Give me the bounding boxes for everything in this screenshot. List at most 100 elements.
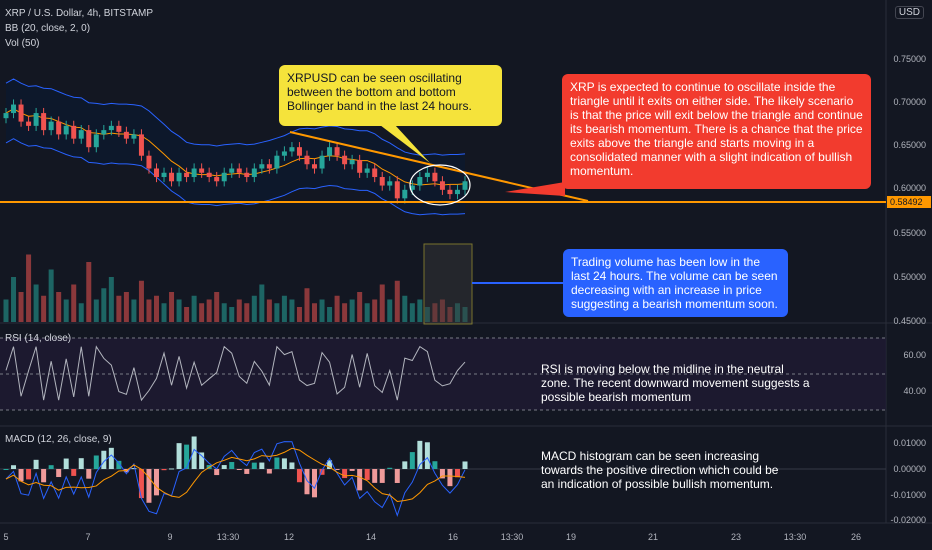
candle-body	[417, 177, 423, 186]
macd-tick: 0.01000	[893, 438, 926, 448]
volume-bar	[56, 292, 62, 322]
candle-body	[394, 181, 400, 199]
macd-tick: 0.00000	[893, 464, 926, 474]
volume-bar	[364, 303, 370, 322]
macd-histogram-bar	[191, 436, 197, 469]
candle-body	[229, 168, 235, 173]
volume-bar	[417, 299, 423, 322]
bollinger-fill	[6, 78, 465, 215]
macd-histogram-bar	[417, 440, 423, 469]
volume-bar	[402, 295, 408, 322]
macd-histogram-bar	[304, 469, 310, 495]
symbol-title: XRP / U.S. Dollar, 4h, BITSTAMP	[5, 8, 154, 19]
macd-histogram-bar	[11, 465, 17, 469]
bollinger-upper-band	[5, 78, 466, 156]
candle-body	[296, 147, 302, 156]
candle-body	[424, 172, 430, 178]
candle-body	[372, 168, 378, 178]
macd-indicator-label: MACD (12, 26, close, 9)	[5, 434, 112, 445]
time-tick: 7	[85, 532, 91, 542]
volume-bar	[274, 303, 280, 322]
macd-histogram-bar	[93, 455, 99, 469]
price-tick: 0.70000	[893, 97, 926, 107]
currency-selector[interactable]: USD	[894, 6, 924, 19]
macd-histogram-bar	[334, 469, 340, 471]
candle-body	[169, 172, 175, 182]
macd-histogram-bar	[394, 469, 400, 483]
time-tick: 16	[447, 532, 459, 542]
volume-bar	[26, 254, 32, 322]
price-tick: 0.60000	[893, 183, 926, 193]
volume-bar	[138, 280, 144, 322]
macd-histogram-bar	[214, 469, 220, 476]
macd-histogram-bar	[432, 461, 438, 469]
macd-histogram-bar	[146, 469, 152, 503]
volume-bar	[251, 295, 257, 322]
macd-histogram-bar	[41, 469, 47, 483]
volume-bar	[236, 299, 242, 322]
macd-histogram-bar	[447, 469, 453, 487]
volume-bar	[153, 295, 159, 322]
volume-bar	[439, 299, 445, 322]
volume-bar	[33, 284, 39, 322]
candle-body	[342, 155, 348, 165]
volume-bar	[199, 303, 205, 322]
macd-histogram-bar	[108, 447, 114, 469]
volume-bar	[394, 280, 400, 322]
macd-histogram-bar	[296, 469, 302, 483]
volume-bar	[229, 307, 235, 322]
candle-body	[93, 134, 99, 148]
volume-bar	[161, 303, 167, 322]
macd-histogram-bar	[161, 469, 167, 471]
macd-histogram-bar	[176, 443, 182, 469]
current-price-tag: 0.58492	[887, 196, 931, 208]
candle-body	[56, 121, 62, 135]
rsi-note: RSI is moving below the midline in the n…	[541, 362, 810, 404]
candle-body	[18, 104, 24, 122]
bollinger-fill-area	[6, 78, 465, 215]
candle-body	[304, 155, 310, 165]
volume-bar	[296, 307, 302, 322]
candle-body	[259, 164, 265, 169]
volume-bar	[447, 307, 453, 322]
candles	[3, 99, 468, 204]
volume-bar	[342, 303, 348, 322]
yellow-callout: XRPUSD can be seen oscillating between t…	[279, 65, 502, 126]
macd-histogram-bar	[63, 458, 69, 469]
signal-line	[5, 447, 466, 502]
volume-bar	[86, 262, 92, 322]
volume-bar	[432, 303, 438, 322]
yellow-callout-pointer	[380, 125, 430, 163]
macd-tick: -0.02000	[890, 515, 926, 525]
candle-body	[184, 172, 190, 178]
macd-histogram-bar	[138, 469, 144, 499]
candle-body	[454, 189, 460, 195]
time-tick: 26	[850, 532, 862, 542]
macd-histogram	[3, 436, 468, 503]
candle-body	[364, 168, 370, 173]
bollinger-basis	[5, 108, 466, 186]
price-tick: 0.45000	[893, 316, 926, 326]
volume-bar	[266, 299, 272, 322]
macd-histogram-bar	[221, 465, 227, 469]
volume-bar	[259, 284, 265, 322]
price-tick: 0.50000	[893, 272, 926, 282]
candle-body	[48, 121, 54, 131]
candle-body	[86, 130, 92, 148]
candle-body	[33, 113, 39, 126]
volume-bar	[289, 299, 295, 322]
candle-body	[153, 168, 159, 178]
macd-histogram-bar	[48, 465, 54, 469]
volume-bar	[214, 292, 220, 322]
macd-line	[5, 441, 466, 517]
volume-bar	[319, 299, 325, 322]
volume-bar	[48, 269, 54, 322]
candle-body	[379, 177, 385, 186]
candle-body	[244, 172, 250, 178]
candle-body	[176, 172, 182, 182]
macd-histogram-bar	[342, 469, 348, 479]
bb-indicator-label: BB (20, close, 2, 0)	[5, 23, 91, 34]
candle-body	[251, 168, 257, 178]
time-tick: 23	[730, 532, 742, 542]
